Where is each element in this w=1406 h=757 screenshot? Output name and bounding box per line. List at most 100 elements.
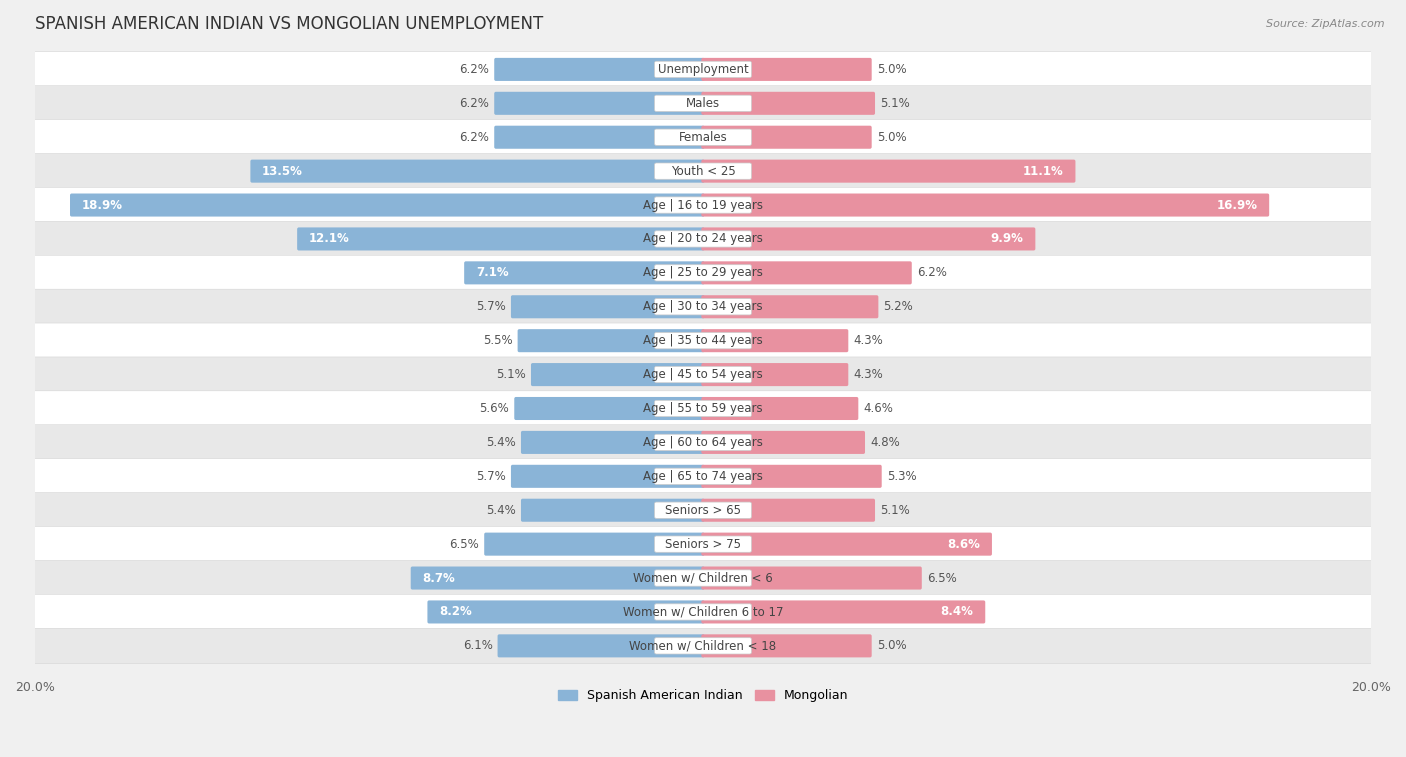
FancyBboxPatch shape bbox=[34, 289, 1372, 325]
FancyBboxPatch shape bbox=[495, 126, 704, 149]
FancyBboxPatch shape bbox=[34, 459, 1372, 494]
FancyBboxPatch shape bbox=[495, 58, 704, 81]
Text: 8.7%: 8.7% bbox=[422, 572, 456, 584]
FancyBboxPatch shape bbox=[34, 120, 1372, 155]
FancyBboxPatch shape bbox=[655, 502, 751, 519]
Text: SPANISH AMERICAN INDIAN VS MONGOLIAN UNEMPLOYMENT: SPANISH AMERICAN INDIAN VS MONGOLIAN UNE… bbox=[35, 15, 543, 33]
FancyBboxPatch shape bbox=[655, 298, 751, 315]
Text: 4.6%: 4.6% bbox=[863, 402, 893, 415]
FancyBboxPatch shape bbox=[34, 594, 1372, 630]
Text: 18.9%: 18.9% bbox=[82, 198, 122, 211]
FancyBboxPatch shape bbox=[531, 363, 704, 386]
FancyBboxPatch shape bbox=[655, 163, 751, 179]
FancyBboxPatch shape bbox=[655, 604, 751, 620]
FancyBboxPatch shape bbox=[655, 95, 751, 111]
Text: 5.0%: 5.0% bbox=[877, 131, 907, 144]
Text: Age | 65 to 74 years: Age | 65 to 74 years bbox=[643, 470, 763, 483]
FancyBboxPatch shape bbox=[702, 566, 922, 590]
Text: 5.4%: 5.4% bbox=[486, 503, 516, 517]
Text: 6.1%: 6.1% bbox=[463, 640, 492, 653]
FancyBboxPatch shape bbox=[34, 86, 1372, 121]
FancyBboxPatch shape bbox=[702, 329, 848, 352]
FancyBboxPatch shape bbox=[515, 397, 704, 420]
FancyBboxPatch shape bbox=[655, 129, 751, 145]
Text: Age | 16 to 19 years: Age | 16 to 19 years bbox=[643, 198, 763, 211]
Text: Source: ZipAtlas.com: Source: ZipAtlas.com bbox=[1267, 19, 1385, 29]
FancyBboxPatch shape bbox=[34, 425, 1372, 460]
FancyBboxPatch shape bbox=[34, 188, 1372, 223]
FancyBboxPatch shape bbox=[702, 227, 1035, 251]
FancyBboxPatch shape bbox=[411, 566, 704, 590]
Text: 16.9%: 16.9% bbox=[1216, 198, 1257, 211]
FancyBboxPatch shape bbox=[702, 92, 875, 115]
Text: Women w/ Children 6 to 17: Women w/ Children 6 to 17 bbox=[623, 606, 783, 618]
Text: 7.1%: 7.1% bbox=[475, 266, 509, 279]
Text: 5.7%: 5.7% bbox=[477, 301, 506, 313]
Text: Youth < 25: Youth < 25 bbox=[671, 164, 735, 178]
FancyBboxPatch shape bbox=[655, 400, 751, 416]
Text: 4.3%: 4.3% bbox=[853, 334, 883, 347]
FancyBboxPatch shape bbox=[702, 499, 875, 522]
FancyBboxPatch shape bbox=[34, 493, 1372, 528]
FancyBboxPatch shape bbox=[34, 391, 1372, 426]
FancyBboxPatch shape bbox=[34, 323, 1372, 358]
FancyBboxPatch shape bbox=[34, 221, 1372, 257]
FancyBboxPatch shape bbox=[34, 154, 1372, 188]
Text: 5.0%: 5.0% bbox=[877, 640, 907, 653]
FancyBboxPatch shape bbox=[34, 527, 1372, 562]
Legend: Spanish American Indian, Mongolian: Spanish American Indian, Mongolian bbox=[553, 684, 853, 707]
FancyBboxPatch shape bbox=[655, 332, 751, 349]
FancyBboxPatch shape bbox=[702, 58, 872, 81]
FancyBboxPatch shape bbox=[702, 160, 1076, 182]
Text: 5.1%: 5.1% bbox=[496, 368, 526, 381]
Text: 5.4%: 5.4% bbox=[486, 436, 516, 449]
Text: 9.9%: 9.9% bbox=[991, 232, 1024, 245]
FancyBboxPatch shape bbox=[655, 570, 751, 586]
Text: 5.1%: 5.1% bbox=[880, 97, 910, 110]
Text: 6.5%: 6.5% bbox=[927, 572, 956, 584]
Text: 8.6%: 8.6% bbox=[948, 537, 980, 550]
FancyBboxPatch shape bbox=[702, 397, 858, 420]
Text: 11.1%: 11.1% bbox=[1024, 164, 1064, 178]
FancyBboxPatch shape bbox=[510, 465, 704, 488]
FancyBboxPatch shape bbox=[250, 160, 704, 182]
FancyBboxPatch shape bbox=[655, 637, 751, 654]
Text: 5.6%: 5.6% bbox=[479, 402, 509, 415]
Text: Seniors > 65: Seniors > 65 bbox=[665, 503, 741, 517]
FancyBboxPatch shape bbox=[427, 600, 704, 624]
FancyBboxPatch shape bbox=[34, 560, 1372, 596]
Text: 6.2%: 6.2% bbox=[917, 266, 946, 279]
FancyBboxPatch shape bbox=[702, 465, 882, 488]
FancyBboxPatch shape bbox=[702, 600, 986, 624]
Text: 12.1%: 12.1% bbox=[309, 232, 350, 245]
FancyBboxPatch shape bbox=[655, 231, 751, 247]
Text: Age | 20 to 24 years: Age | 20 to 24 years bbox=[643, 232, 763, 245]
Text: 5.7%: 5.7% bbox=[477, 470, 506, 483]
FancyBboxPatch shape bbox=[34, 357, 1372, 392]
FancyBboxPatch shape bbox=[484, 533, 704, 556]
Text: Age | 25 to 29 years: Age | 25 to 29 years bbox=[643, 266, 763, 279]
Text: Age | 60 to 64 years: Age | 60 to 64 years bbox=[643, 436, 763, 449]
FancyBboxPatch shape bbox=[702, 295, 879, 318]
Text: Age | 30 to 34 years: Age | 30 to 34 years bbox=[643, 301, 763, 313]
FancyBboxPatch shape bbox=[655, 61, 751, 77]
FancyBboxPatch shape bbox=[34, 51, 1372, 87]
FancyBboxPatch shape bbox=[522, 431, 704, 454]
Text: Age | 55 to 59 years: Age | 55 to 59 years bbox=[643, 402, 763, 415]
Text: Males: Males bbox=[686, 97, 720, 110]
Text: 13.5%: 13.5% bbox=[262, 164, 302, 178]
Text: 6.2%: 6.2% bbox=[460, 63, 489, 76]
Text: 5.2%: 5.2% bbox=[883, 301, 912, 313]
FancyBboxPatch shape bbox=[702, 363, 848, 386]
Text: Women w/ Children < 6: Women w/ Children < 6 bbox=[633, 572, 773, 584]
Text: 5.1%: 5.1% bbox=[880, 503, 910, 517]
Text: 4.3%: 4.3% bbox=[853, 368, 883, 381]
FancyBboxPatch shape bbox=[702, 634, 872, 657]
Text: 6.5%: 6.5% bbox=[450, 537, 479, 550]
Text: Females: Females bbox=[679, 131, 727, 144]
Text: Seniors > 75: Seniors > 75 bbox=[665, 537, 741, 550]
FancyBboxPatch shape bbox=[702, 126, 872, 149]
FancyBboxPatch shape bbox=[70, 194, 704, 217]
Text: 5.3%: 5.3% bbox=[887, 470, 917, 483]
FancyBboxPatch shape bbox=[702, 261, 911, 285]
